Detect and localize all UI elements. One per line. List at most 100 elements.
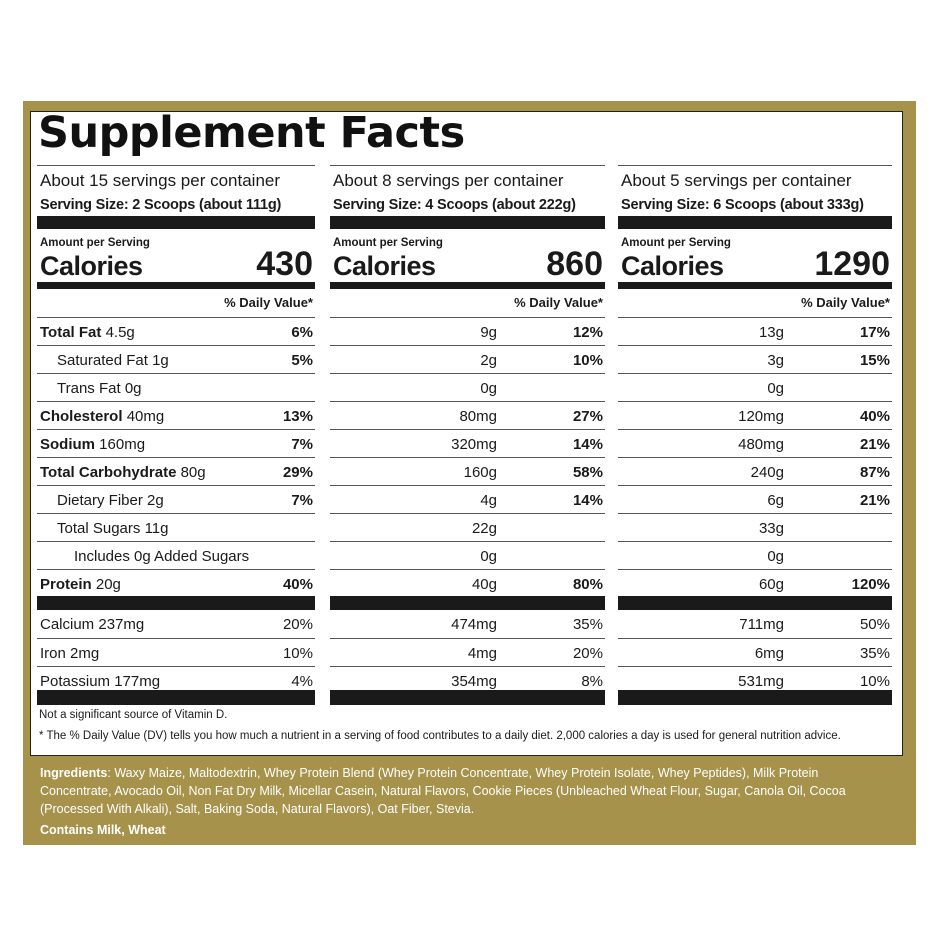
calories-label: Calories [621,251,724,281]
nutrient-amount: 40mg [126,408,165,425]
mineral-name: Calcium [40,616,95,633]
nutrient-amount: 60g [758,576,784,593]
nutrient-amount: 0g [767,548,784,565]
mineral-row: Iron 2mg 10% [37,638,315,666]
mineral-amount: 237mg [98,616,145,633]
nutrient-daily-value: 29% [282,464,313,481]
calories-label: Calories [40,251,143,281]
nutrient-name: Total Fat [40,324,102,341]
nutrient-label: Protein 20g [40,576,121,593]
nutrient-daily-value: 27% [572,408,603,425]
nutrient-amount: 80g [180,464,206,481]
nutrient-name: Sodium [40,436,95,453]
daily-value-header: % Daily Value* [224,295,313,310]
thick-rule [330,596,605,610]
nutrient-row: 80mg 27% [330,401,605,429]
nutrient-row: Dietary Fiber 2g 7% [37,485,315,513]
mineral-label: Potassium 177mg [40,673,160,690]
servings-per-container: About 5 servings per container [621,171,852,190]
nutrient-amount: 13g [758,324,784,341]
nutrient-row: Cholesterol 40mg 13% [37,401,315,429]
mineral-row: 6mg 35% [618,638,892,666]
nutrient-amount: 160g [463,464,497,481]
nutrient-row: 120mg 40% [618,401,892,429]
nutrient-amount: 2g [480,352,497,369]
nutrient-label: Total Fat 4.5g [40,324,135,341]
nutrient-daily-value: 21% [859,436,890,453]
mineral-amount: 6mg [754,645,784,662]
nutrient-daily-value: 13% [282,408,313,425]
nutrient-daily-value: 12% [572,324,603,341]
nutrient-row: 3g 15% [618,345,892,373]
nutrient-row: 240g 87% [618,457,892,485]
nutrient-row: 160g 58% [330,457,605,485]
nutrient-daily-value: 15% [859,352,890,369]
medium-rule [618,282,892,289]
nutrient-row: Total Fat 4.5g 6% [37,317,315,345]
nutrient-amount: 22g [471,520,497,537]
nutrient-name: Cholesterol [40,408,123,425]
servings-per-container: About 15 servings per container [40,171,281,190]
nutrient-daily-value: 40% [282,576,313,593]
nutrient-amount: 9g [480,324,497,341]
nutrient-daily-value: 17% [859,324,890,341]
medium-rule [330,282,605,289]
column-top-rule [37,165,315,166]
mineral-amount: 4mg [467,645,497,662]
mineral-row: 354mg 8% [330,666,605,694]
nutrient-amount: 6g [767,492,784,509]
nutrient-row: 480mg 21% [618,429,892,457]
nutrient-daily-value: 14% [572,492,603,509]
nutrient-amount: 40g [471,576,497,593]
nutrient-row: 2g 10% [330,345,605,373]
serving-size: Serving Size: 4 Scoops (about 222g) [333,197,576,213]
nutrient-row: 0g [330,373,605,401]
mineral-amount: 711mg [739,616,784,633]
nutrient-row: 40g 80% [330,569,605,597]
mineral-name: Iron [40,645,66,662]
nutrient-row: Total Carbohydrate 80g 29% [37,457,315,485]
nutrient-name: Total Sugars [57,520,141,537]
mineral-row: 531mg 10% [618,666,892,694]
nutrient-row: 0g [330,541,605,569]
mineral-daily-value: 10% [859,673,890,690]
amount-per-serving-label: Amount per Serving [40,237,150,249]
nutrient-row: Trans Fat 0g [37,373,315,401]
column-top-rule [330,165,605,166]
serving-size: Serving Size: 6 Scoops (about 333g) [621,197,864,213]
amount-per-serving-label: Amount per Serving [333,237,443,249]
nutrient-name: Dietary Fiber [57,492,143,509]
mineral-row: 4mg 20% [330,638,605,666]
nutrient-row: 33g [618,513,892,541]
facts-title: Supplement Facts [38,108,465,158]
bottom-rule [618,690,892,705]
nutrient-amount: 320mg [451,436,497,453]
nutrient-daily-value: 7% [291,492,313,509]
nutrient-row: Saturated Fat 1g 5% [37,345,315,373]
bottom-rule [37,690,315,705]
nutrient-daily-value: 14% [572,436,603,453]
calories-value: 430 [256,245,313,283]
mineral-row: 474mg 35% [330,610,605,638]
nutrient-amount: 33g [758,520,784,537]
thick-rule [618,216,892,229]
nutrient-label: Sodium 160mg [40,436,145,453]
nutrient-label: Trans Fat 0g [57,380,142,397]
nutrient-name: Total Carbohydrate [40,464,177,481]
mineral-daily-value: 8% [581,673,603,690]
daily-value-header: % Daily Value* [514,295,603,310]
nutrient-name: Saturated Fat [57,352,148,369]
nutrient-row: Includes 0g Added Sugars [37,541,315,569]
thick-rule [618,596,892,610]
mineral-daily-value: 35% [572,616,603,633]
nutrient-amount: 4.5g [105,324,135,341]
nutrient-daily-value: 6% [291,324,313,341]
nutrient-daily-value: 87% [859,464,890,481]
thick-rule [330,216,605,229]
nutrient-label: Total Carbohydrate 80g [40,464,206,481]
nutrient-daily-value: 5% [291,352,313,369]
thick-rule [37,596,315,610]
nutrient-row: 320mg 14% [330,429,605,457]
nutrient-name: Trans Fat [57,380,121,397]
nutrient-amount: 0g [480,380,497,397]
